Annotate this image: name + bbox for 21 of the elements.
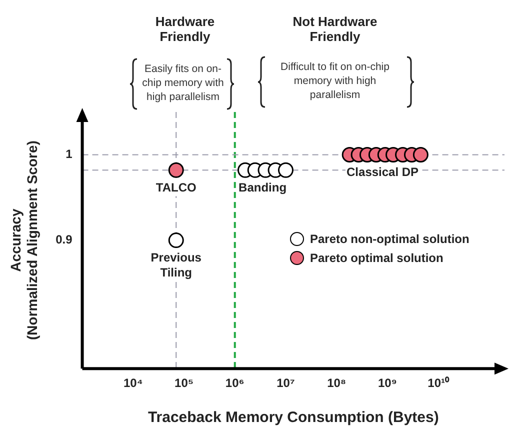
text: Not Hardware Friendly <box>292 14 378 44</box>
annotation: Previous Tiling <box>150 250 202 280</box>
annotation: Banding <box>238 180 287 194</box>
x-tick-label: 10⁹ <box>378 376 397 390</box>
x-tick-label: 10⁴ <box>123 376 143 390</box>
y-axis-title: Accuracy (Normalized Alignment Score) <box>7 140 40 340</box>
legend-label: Pareto optimal solution <box>310 251 444 265</box>
annotation: TALCO <box>156 180 196 194</box>
x-axis-title: Traceback Memory Consumption (Bytes) <box>148 409 439 426</box>
annotation: Classical DP <box>346 165 419 180</box>
y-tick-label: 1 <box>66 147 73 162</box>
x-tick-label: 10¹⁰ <box>428 376 450 390</box>
x-tick-label: 10⁶ <box>225 376 244 390</box>
x-tick-label: 10⁸ <box>327 376 346 390</box>
text: Easily fits on on- chip memory with high parallelism <box>142 62 224 104</box>
text: Hardware Friendly <box>155 14 215 44</box>
legend-label: Pareto non-optimal solution <box>310 232 470 246</box>
text: Difficult to fit on on-chip memory with high parallelism <box>280 60 390 102</box>
x-tick-label: 10⁷ <box>276 376 295 390</box>
y-tick-label: 0.9 <box>56 232 73 247</box>
x-tick-label: 10⁵ <box>174 376 194 390</box>
